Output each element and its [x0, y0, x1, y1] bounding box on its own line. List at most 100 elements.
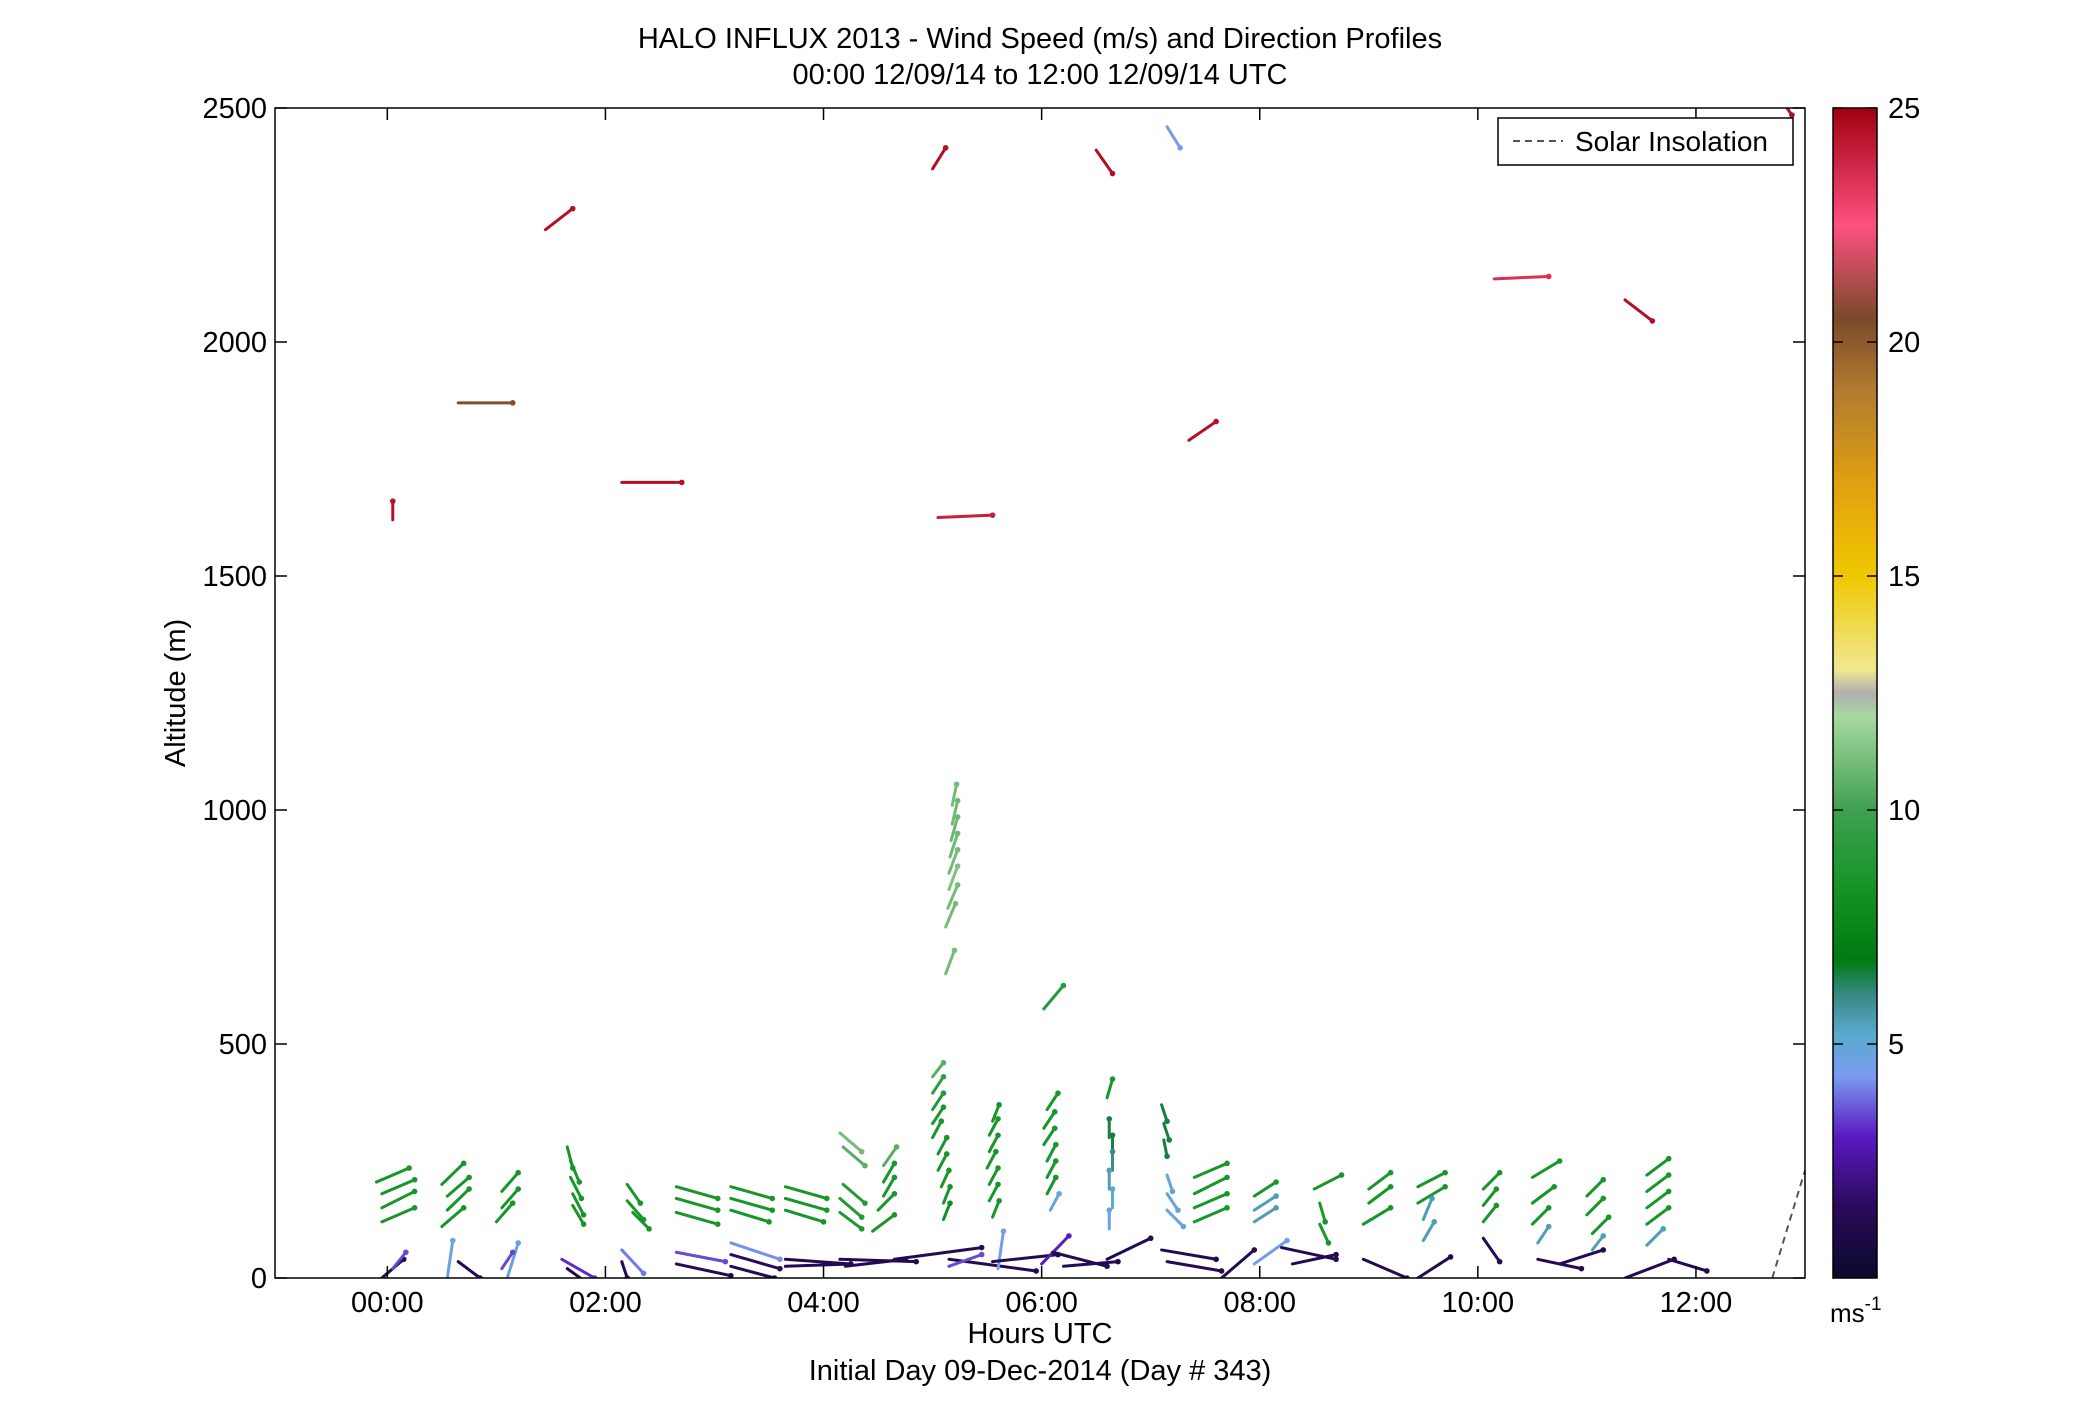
wind-barb-tip [1496, 1169, 1503, 1176]
wind-barb-tip [1218, 1268, 1225, 1274]
wind-barb [729, 1253, 783, 1272]
wind-barb-tip [576, 1179, 583, 1185]
wind-barb-shaft [841, 1145, 867, 1168]
wind-barb-tip [466, 1174, 472, 1181]
wind-barb-shaft [500, 1250, 515, 1271]
y-tick-label: 500 [219, 1029, 267, 1061]
wind-barb-shaft [1165, 1260, 1224, 1273]
wind-barb-tip [1033, 1268, 1039, 1274]
wind-barb [571, 1192, 587, 1218]
wind-barb-shaft [987, 1133, 1000, 1154]
wind-barb-tip [777, 1256, 783, 1263]
wind-barb-shaft [1416, 1171, 1447, 1189]
wind-barb [936, 1151, 950, 1172]
wind-barb-shaft [931, 146, 948, 171]
wind-barb-tip [820, 1219, 827, 1225]
wind-barb [440, 1205, 467, 1229]
wind-barb-shaft [783, 1262, 853, 1268]
wind-barb-tip [1665, 1188, 1672, 1195]
wind-barb [1667, 1257, 1710, 1274]
wind-barb [987, 1181, 1001, 1203]
wind-barb-shaft [1252, 1180, 1278, 1198]
wind-barb-shaft [1165, 1192, 1180, 1212]
wind-barb-shaft [1645, 1173, 1671, 1193]
wind-barb [1165, 1260, 1225, 1274]
wind-barb-shaft [1367, 1171, 1393, 1191]
wind-barb-shaft [1290, 1253, 1338, 1266]
wind-barb-tip [1493, 1202, 1500, 1209]
wind-barb [1192, 1190, 1230, 1210]
wind-barb [1162, 1122, 1173, 1143]
wind-barb-shaft [1042, 1126, 1057, 1147]
wind-barb [991, 1197, 1002, 1219]
x-tick-label: 08:00 [1223, 1287, 1296, 1319]
wind-barb-shaft [936, 513, 995, 519]
wind-barb-tip [1431, 1219, 1438, 1225]
wind-barb-tip [1600, 1233, 1607, 1239]
chart-title: HALO INFLUX 2013 - Wind Speed (m/s) and … [638, 23, 1442, 55]
wind-barb-tip [954, 846, 961, 853]
wind-barb-shaft [380, 1206, 417, 1224]
wind-barb-tip [951, 947, 958, 954]
wind-barb-tip [1177, 144, 1183, 151]
wind-barb [1367, 1183, 1394, 1205]
wind-barb-shaft [947, 864, 960, 892]
wind-barb [931, 144, 949, 171]
wind-barb-tip [1605, 1214, 1612, 1220]
wind-barb [941, 1183, 953, 1205]
wind-barb [1061, 1258, 1121, 1268]
wind-barb [505, 1240, 521, 1278]
wind-barb-shaft [445, 1187, 471, 1212]
wind-barb-tip [1284, 1237, 1290, 1244]
y-tick-label: 2500 [202, 93, 267, 125]
colorbar-tick-label: 20 [1888, 327, 1920, 359]
wind-barb [1361, 1205, 1394, 1226]
wind-barb-tip [1115, 1258, 1121, 1265]
wind-barb-tip [940, 1104, 947, 1110]
wind-barb-tip [646, 1226, 652, 1232]
wind-barb [939, 1167, 952, 1189]
wind-barb-shaft [729, 1185, 774, 1200]
wind-barb-tip [858, 1226, 865, 1232]
wind-barb-tip [1051, 1125, 1058, 1132]
wind-barb [1252, 1237, 1290, 1266]
wind-barb-tip [954, 814, 961, 820]
wind-barb-shaft [783, 1185, 829, 1200]
wind-barb-tip [891, 1190, 898, 1197]
wind-barb-tip [1051, 1109, 1058, 1115]
wind-barb-tip [940, 1073, 947, 1080]
wind-barb-shaft [380, 1178, 417, 1196]
wind-barb-tip [1169, 1188, 1176, 1195]
wind-barb-shaft [571, 1203, 586, 1226]
wind-barb-shaft [543, 207, 575, 232]
wind-barb-tip [954, 830, 961, 837]
wind-barb-tip [1578, 1265, 1585, 1272]
wind-barb-tip [1665, 1155, 1672, 1162]
wind-barb [882, 1174, 898, 1198]
wind-barb-tip [515, 1169, 521, 1176]
wind-barb-tip [954, 797, 961, 804]
wind-barb-tip [640, 1270, 647, 1277]
wind-barb-tip [1273, 1179, 1279, 1185]
wind-barb-tip [1600, 1176, 1607, 1183]
wind-barb-tip [406, 1165, 412, 1171]
wind-barb-tip [1551, 1183, 1557, 1190]
wind-barb-shaft [936, 1152, 949, 1172]
wind-barb-tip [942, 144, 949, 151]
wind-barb-shaft [729, 1253, 782, 1271]
wind-barb [947, 846, 961, 875]
wind-barb [783, 1208, 827, 1225]
wind-barb [1045, 1174, 1059, 1196]
wind-barb-tip [509, 1200, 516, 1206]
wind-barb-tip [1789, 112, 1795, 118]
wind-barb-shaft [440, 1161, 466, 1186]
wind-barb-shaft [1481, 1187, 1498, 1207]
wind-barb-shaft [569, 1159, 581, 1184]
wind-barb-tip [509, 400, 516, 406]
wind-barb-tip [858, 1214, 865, 1220]
wind-barb-shaft [565, 1267, 583, 1278]
wind-barb-tip [578, 1195, 585, 1202]
wind-barb-shaft [1042, 984, 1065, 1011]
wind-barb-tip [995, 1181, 1001, 1188]
wind-barb-shaft [674, 1196, 720, 1212]
